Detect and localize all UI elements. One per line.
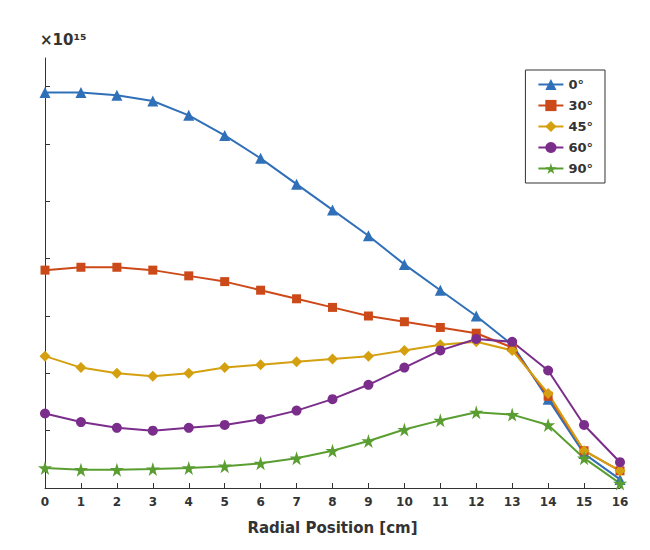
svg-text:11: 11: [432, 495, 449, 509]
svg-text:8: 8: [328, 495, 336, 509]
svg-text:0°: 0°: [568, 77, 584, 92]
svg-text:0: 0: [41, 495, 49, 509]
svg-text:×10¹⁵: ×10¹⁵: [40, 31, 87, 49]
svg-text:12: 12: [468, 495, 485, 509]
svg-text:16: 16: [612, 495, 629, 509]
svg-text:13: 13: [504, 495, 521, 509]
svg-text:2: 2: [113, 495, 121, 509]
svg-text:30°: 30°: [568, 98, 593, 113]
svg-text:60°: 60°: [568, 140, 593, 155]
svg-text:14: 14: [540, 495, 557, 509]
svg-text:7: 7: [292, 495, 300, 509]
svg-text:5: 5: [221, 495, 229, 509]
svg-text:45°: 45°: [568, 119, 593, 134]
svg-text:Radial Position [cm]: Radial Position [cm]: [247, 519, 417, 537]
svg-text:3: 3: [149, 495, 157, 509]
svg-text:9: 9: [364, 495, 372, 509]
svg-text:6: 6: [256, 495, 264, 509]
svg-text:90°: 90°: [568, 161, 593, 176]
svg-text:15: 15: [576, 495, 593, 509]
svg-text:1: 1: [77, 495, 85, 509]
svg-text:4: 4: [185, 495, 193, 509]
svg-text:10: 10: [396, 495, 413, 509]
